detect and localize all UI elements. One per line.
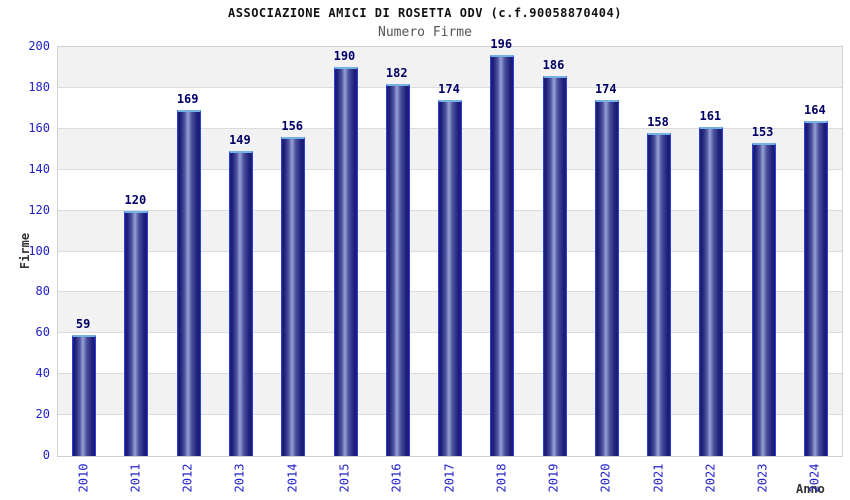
- x-tick-label-2022: 2022: [690, 458, 730, 498]
- x-tick-text: 2015: [337, 463, 352, 493]
- x-tick-text: 2018: [494, 463, 509, 493]
- bar-2014: [281, 137, 306, 456]
- x-tick-text: 2012: [180, 463, 195, 493]
- bar-value-label: 158: [647, 114, 669, 129]
- plot-area: [57, 46, 843, 457]
- gridline: [58, 86, 842, 88]
- bar-2017: [438, 100, 462, 456]
- chart-title: ASSOCIAZIONE AMICI DI ROSETTA ODV (c.f.9…: [228, 6, 622, 20]
- y-tick-label: 40: [35, 366, 50, 381]
- bar-2011: [124, 210, 149, 456]
- x-tick-text: 2023: [755, 463, 770, 493]
- x-axis-title: Anno: [796, 482, 825, 496]
- bar-2016: [385, 83, 410, 456]
- x-tick-label-2010: 2010: [63, 458, 103, 498]
- bar-value-label: 153: [751, 125, 774, 140]
- y-tick-label: 60: [35, 325, 50, 340]
- bar-value-label: 196: [490, 37, 513, 52]
- bar-value-label: 174: [438, 82, 460, 97]
- x-tick-text: 2017: [442, 463, 456, 493]
- x-tick-label-2014: 2014: [272, 458, 312, 498]
- bar-value-label: 149: [229, 133, 251, 148]
- y-tick-label: 200: [28, 39, 50, 53]
- x-tick-label-2021: 2021: [638, 458, 678, 498]
- x-tick-text: 2013: [232, 463, 247, 493]
- x-tick-label-2011: 2011: [115, 458, 155, 498]
- x-tick-text: 2021: [651, 463, 666, 493]
- bar-value-label: 161: [699, 108, 722, 123]
- x-tick-label-2017: 2017: [429, 458, 469, 498]
- x-tick-label-2016: 2016: [377, 458, 417, 498]
- bar-value-label: 174: [594, 82, 617, 97]
- x-tick-label-2019: 2019: [534, 458, 574, 498]
- x-tick-text: 2014: [285, 463, 300, 493]
- y-tick-label: 160: [28, 120, 50, 135]
- x-tick-text: 2011: [128, 463, 143, 493]
- bar-2020: [594, 100, 619, 456]
- bar-value-label: 169: [176, 92, 199, 107]
- bar-2010: [72, 335, 97, 456]
- y-tick-label: 0: [42, 448, 50, 462]
- y-tick-label: 20: [35, 407, 50, 422]
- bar-value-label: 186: [542, 57, 565, 72]
- bar-value-label: 182: [385, 65, 408, 80]
- bar-2023: [751, 143, 776, 456]
- x-tick-label-2023: 2023: [743, 458, 783, 498]
- bar-value-label: 59: [75, 317, 91, 332]
- bar-2019: [542, 75, 567, 456]
- y-tick-label: 140: [28, 161, 50, 176]
- y-tick-label: 100: [28, 243, 50, 258]
- x-tick-text: 2024: [807, 463, 822, 493]
- x-tick-text: 2022: [703, 463, 718, 493]
- x-tick-text: 2020: [598, 463, 613, 493]
- y-tick-label: 180: [28, 79, 50, 94]
- chart-subtitle: Numero Firme: [378, 25, 472, 40]
- bar-2018: [490, 55, 515, 456]
- bar-2013: [228, 151, 253, 456]
- x-tick-label-2020: 2020: [586, 458, 626, 498]
- x-tick-label-2024: 2024: [795, 458, 835, 498]
- plot-band: [58, 47, 842, 88]
- bar-value-label: 190: [333, 49, 356, 64]
- x-tick-text: 2019: [546, 463, 561, 493]
- bar-value-label: 164: [804, 102, 826, 117]
- x-tick-text: 2016: [389, 463, 404, 493]
- bar-2022: [699, 126, 724, 456]
- bar-2015: [333, 67, 358, 456]
- x-tick-text: 2010: [76, 463, 91, 493]
- bar-2012: [176, 110, 201, 456]
- bar-2024: [803, 120, 828, 456]
- x-tick-label-2015: 2015: [324, 458, 364, 498]
- y-tick-label: 80: [35, 284, 50, 299]
- bar-value-label: 120: [124, 192, 147, 207]
- bar-2021: [647, 132, 672, 456]
- x-tick-label-2012: 2012: [168, 458, 208, 498]
- x-tick-label-2018: 2018: [481, 458, 521, 498]
- x-tick-label-2013: 2013: [220, 458, 260, 498]
- y-tick-label: 120: [28, 202, 50, 217]
- bar-value-label: 156: [281, 118, 304, 133]
